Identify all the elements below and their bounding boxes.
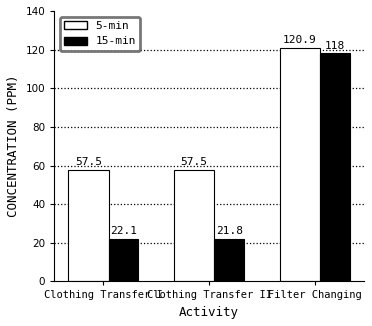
- Bar: [280, 48, 320, 281]
- X-axis label: Activity: Activity: [179, 306, 239, 319]
- Bar: [214, 239, 244, 281]
- Text: 22.1: 22.1: [110, 226, 137, 236]
- Bar: [320, 53, 350, 281]
- Text: 21.8: 21.8: [216, 227, 243, 236]
- Y-axis label: CONCENTRATION (PPM): CONCENTRATION (PPM): [7, 75, 20, 217]
- Text: 120.9: 120.9: [283, 35, 317, 45]
- Text: 57.5: 57.5: [75, 157, 102, 168]
- Bar: [174, 170, 214, 281]
- Bar: [109, 239, 138, 281]
- Legend: 5-min, 15-min: 5-min, 15-min: [60, 17, 140, 51]
- Bar: [68, 170, 109, 281]
- Text: 118: 118: [325, 40, 345, 51]
- Text: 57.5: 57.5: [181, 157, 208, 168]
